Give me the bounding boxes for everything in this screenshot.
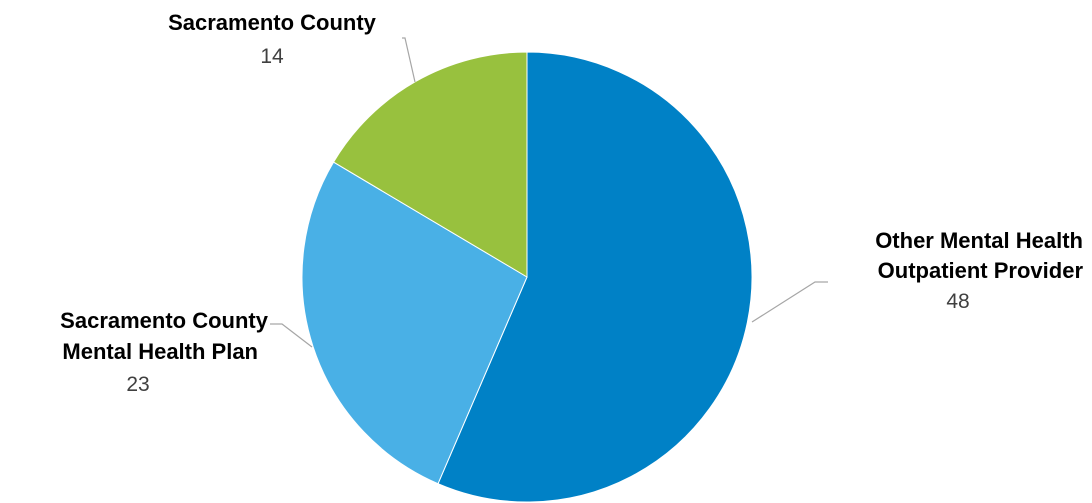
slice-label-2-line-0: Sacramento County <box>168 10 377 35</box>
pie-slice-0 <box>437 51 753 503</box>
slice-label-1-line-1: Mental Health Plan <box>62 339 258 364</box>
slice-label-1-line-0: Sacramento County <box>60 308 269 333</box>
leader-line-2 <box>402 37 416 83</box>
pie-slice-2 <box>332 51 528 278</box>
leader-lines <box>270 37 828 348</box>
pie-slices <box>301 51 753 503</box>
leader-line-0 <box>751 281 828 323</box>
slice-label-0-line-0: Other Mental Health <box>875 228 1083 253</box>
pie-slice-1 <box>301 161 528 485</box>
data-labels: Other Mental Health Outpatient Provider 48… <box>60 10 1083 396</box>
slice-label-0-line-1: Outpatient Provider <box>878 258 1084 283</box>
slice-value-1: 23 <box>126 373 149 396</box>
slice-value-2: 14 <box>260 45 284 68</box>
slice-value-0: 48 <box>946 290 969 313</box>
leader-line-1 <box>270 323 313 348</box>
